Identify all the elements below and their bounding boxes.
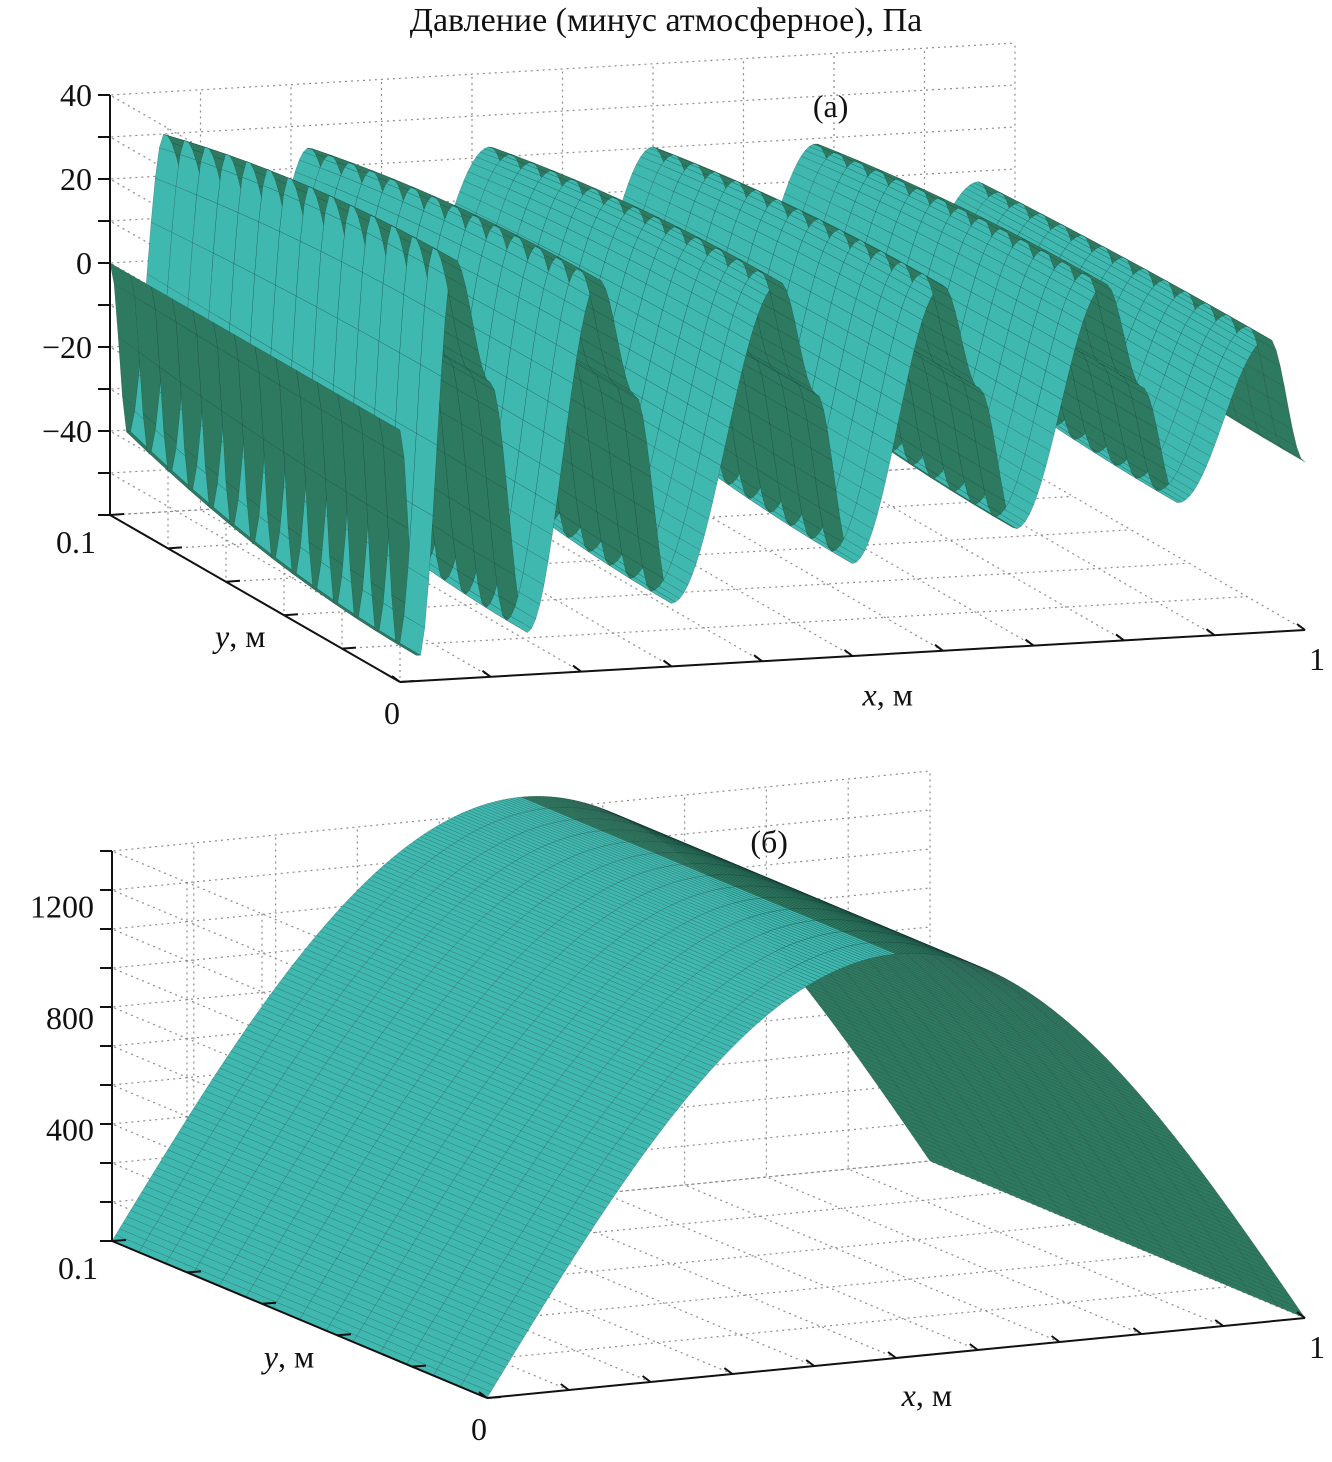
surface-patch [416,364,442,446]
surface-patch [171,186,197,243]
x-tick [934,643,944,652]
x-tick [843,649,854,657]
surface-patch [250,273,276,349]
surface-patch [412,432,438,517]
surface-patch [374,340,400,422]
x-tick [662,659,673,668]
z-tick-label: 40 [60,77,92,113]
x-axis-label: x, м [862,676,913,712]
x-tick-label: 1 [1309,641,1325,677]
surface-patch [254,221,280,286]
surface-patch [407,503,434,580]
surface-patch [213,203,239,264]
z-tick-label: −40 [42,413,92,449]
surface-patch [378,283,405,353]
y-tick [283,613,299,617]
surface-patch [271,284,297,361]
surface-patch [188,242,214,312]
x-tick [1296,623,1306,631]
surface-patch [275,231,301,297]
surface-patch [291,295,318,374]
z-tick-label: −20 [42,329,92,365]
surface-patch [395,352,421,434]
y-tick [225,579,241,583]
x-tick [753,654,763,663]
surface-patch [337,261,363,330]
y-tick [167,546,183,550]
surface-patch [399,294,425,365]
surface-patch [420,305,446,377]
y-axis-unit: , м [229,618,265,654]
y-axis-var: y [212,618,230,654]
surface-patch [208,252,235,324]
z-tick-label: 20 [60,161,92,197]
x-axis-var: x [862,676,877,712]
x-tick [1024,638,1035,647]
surface-patch [353,329,380,410]
y-tick [341,646,357,650]
y-axis-label: y, м [212,618,265,654]
surface-patch [229,263,255,337]
surface [111,796,1306,1399]
surface-patch [312,306,338,386]
surface-patch [192,194,218,254]
y-tick-label: 0.1 [56,524,96,560]
x-tick [1205,628,1216,637]
panel-label: (а) [813,88,849,124]
surface-patch [358,272,384,342]
surface-patch [233,212,260,275]
x-axis-unit: , м [877,676,913,712]
surface-patch [295,240,322,308]
x-tick [1115,633,1125,642]
z-tick-label: 0 [76,245,92,281]
y-tick [109,513,125,516]
surface [109,134,1306,656]
x-tick-label: 0 [384,695,400,731]
surface-patch [316,251,342,319]
x-tick [481,669,492,678]
surface-patch [333,317,359,398]
x-tick [572,664,582,673]
figure-title: Давление (минус атмосферное), Па [409,2,923,39]
y-tick [399,680,415,683]
